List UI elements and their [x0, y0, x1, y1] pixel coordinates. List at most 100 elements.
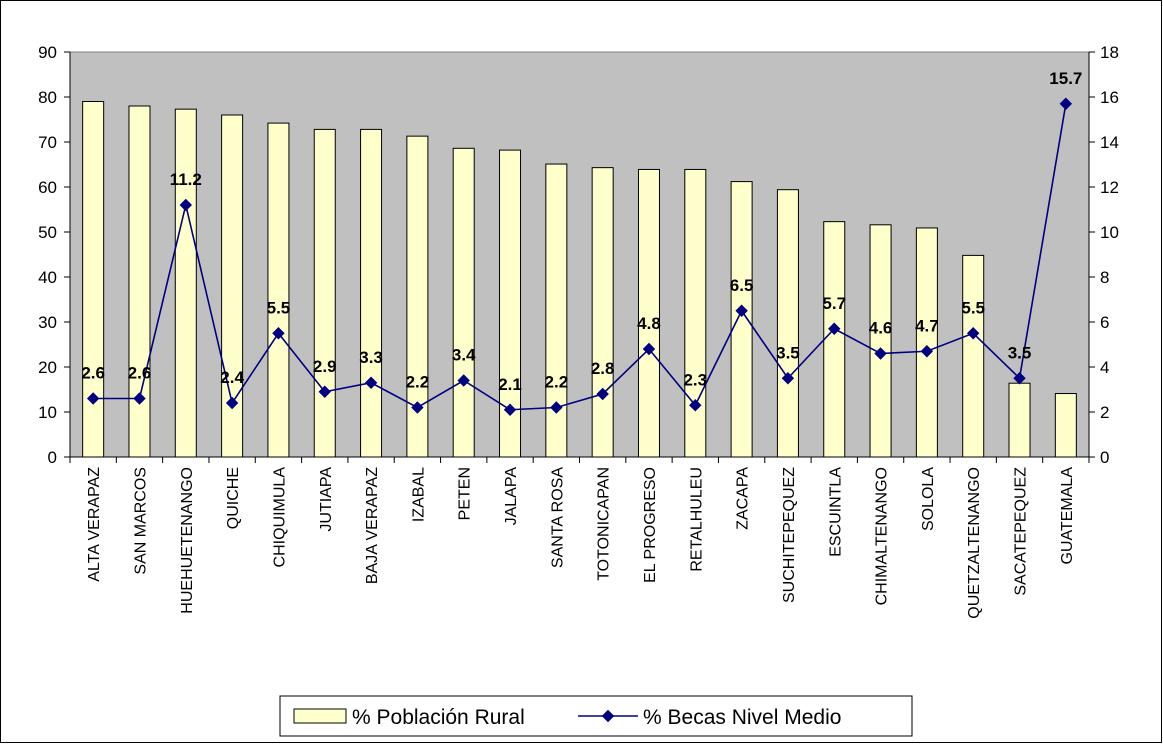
bar: [452, 147, 475, 458]
line-marker: [411, 401, 424, 414]
line-marker: [689, 399, 702, 412]
legend-bar-swatch: [293, 708, 347, 724]
category-label: QUICHE: [225, 467, 242, 529]
line-marker: [596, 387, 609, 401]
line-data-label: 11.2: [170, 170, 202, 189]
line-data-label: 2.9: [313, 357, 337, 376]
y-right-tick-label: 10: [1100, 223, 1119, 242]
y-left-tick-label: 10: [38, 403, 57, 422]
bar: [313, 128, 336, 458]
line-marker: [133, 392, 146, 405]
data-labels: 2.6 2.6 11.2 2.4 5.5 2.9 3.3 2.2 3.4 2.1 2.2 2.8 4.8…: [81, 69, 1082, 394]
bar: [267, 122, 290, 458]
line-marker: [1013, 372, 1026, 385]
line-marker: [920, 345, 934, 358]
y-right-tick-label: 0: [1100, 448, 1109, 467]
category-label: SOLOLA: [920, 467, 937, 531]
category-label: SACATEPEQUEZ: [1013, 467, 1030, 596]
bar: [360, 128, 383, 458]
category-label: CHIMALTENANGO: [874, 467, 891, 605]
line-data-label: 2.1: [498, 375, 522, 394]
line-data-label: 4.8: [637, 314, 661, 333]
line-data-label: 2.4: [220, 368, 244, 387]
y-left-tick-label: 20: [38, 358, 57, 377]
line-data-label: 3.3: [359, 348, 383, 367]
line-data-label: 5.7: [822, 294, 846, 313]
line-marker: [272, 327, 285, 340]
category-label: IZABAL: [410, 467, 427, 522]
bar: [591, 167, 614, 458]
category-label: SUCHITEPEQUEZ: [781, 467, 798, 603]
line-series: [86, 97, 1073, 416]
category-label: RETALHULEU: [688, 467, 705, 572]
bar: [730, 181, 753, 458]
line-marker: [318, 385, 331, 398]
category-label: SAN MARCOS: [132, 467, 149, 575]
category-label: ALTA VERAPAZ: [86, 467, 103, 582]
line-marker: [735, 304, 748, 317]
bar: [1054, 393, 1077, 458]
line-data-label: 2.6: [128, 364, 152, 383]
bar: [174, 108, 197, 458]
y-right-tick-label: 18: [1100, 43, 1119, 62]
line-data-label: 5.5: [267, 298, 291, 317]
bar: [823, 221, 846, 458]
line-marker: [86, 392, 100, 405]
axes: 0 10 20 30 40 50 60 70 80 90 0 2 4 6 8 10 12 14 16 18 ALTA V…: [38, 43, 1119, 619]
y-right-tick-label: 12: [1100, 178, 1119, 197]
line-data-label: 2.3: [683, 370, 707, 389]
line-marker: [1059, 97, 1073, 110]
category-label: TOTONICAPAN: [596, 467, 613, 581]
category-label: ZACAPA: [735, 467, 752, 530]
y-left-tick-label: 40: [38, 268, 57, 287]
y-right-tick-label: 16: [1100, 88, 1119, 107]
category-label: SANTA ROSA: [549, 467, 566, 568]
line-data-label: 6.5: [730, 276, 754, 295]
y-left-tick-label: 60: [38, 178, 57, 197]
line-data-label: 3.4: [452, 346, 476, 365]
line-marker: [781, 372, 795, 385]
y-right-tick-label: 4: [1100, 358, 1109, 377]
bar: [1008, 382, 1031, 458]
line-data-label: 2.2: [545, 373, 569, 392]
bar-series: [82, 101, 1077, 458]
y-right-tick-label: 14: [1100, 133, 1119, 152]
line-data-label: 3.5: [1008, 343, 1032, 362]
legend-line-label: % Becas Nivel Medio: [643, 706, 841, 729]
line-marker: [874, 347, 887, 360]
line-data-label: 4.6: [869, 319, 893, 338]
y-left-tick-label: 70: [38, 133, 57, 152]
line-data-label: 4.7: [915, 316, 939, 335]
bar: [776, 189, 799, 458]
line-marker: [642, 342, 656, 356]
y-right-tick-label: 8: [1100, 268, 1109, 287]
line-marker: [364, 376, 378, 389]
bar: [962, 254, 985, 458]
category-label: BAJA VERAPAZ: [364, 467, 381, 584]
bar: [684, 168, 707, 458]
y-left-tick-label: 0: [48, 448, 57, 467]
line-marker: [457, 374, 470, 387]
category-label: PETEN: [457, 467, 474, 520]
category-label: QUETZALTENANGO: [966, 467, 983, 619]
line-marker: [179, 198, 193, 212]
y-left-tick-label: 50: [38, 223, 57, 242]
line-marker: [503, 403, 517, 416]
y-left-tick-label: 90: [38, 43, 57, 62]
category-label: JALAPA: [503, 467, 520, 526]
category-label: EL PROGRESO: [642, 467, 659, 583]
legend-bar-label: % Población Rural: [352, 706, 525, 729]
bar: [915, 227, 938, 458]
line-data-label: 3.5: [776, 343, 800, 362]
line-data-label: 15.7: [1049, 69, 1082, 88]
line-data-label: 2.6: [81, 364, 105, 383]
y-right-tick-label: 2: [1100, 403, 1109, 422]
line-marker: [550, 401, 563, 414]
category-label: HUEHUETENANGO: [179, 467, 196, 614]
series-line: [93, 103, 1067, 411]
y-right-tick-label: 6: [1100, 313, 1109, 332]
line-marker: [966, 327, 980, 340]
category-label: ESCUINTLA: [827, 467, 844, 557]
legend-line-marker: [601, 709, 615, 723]
